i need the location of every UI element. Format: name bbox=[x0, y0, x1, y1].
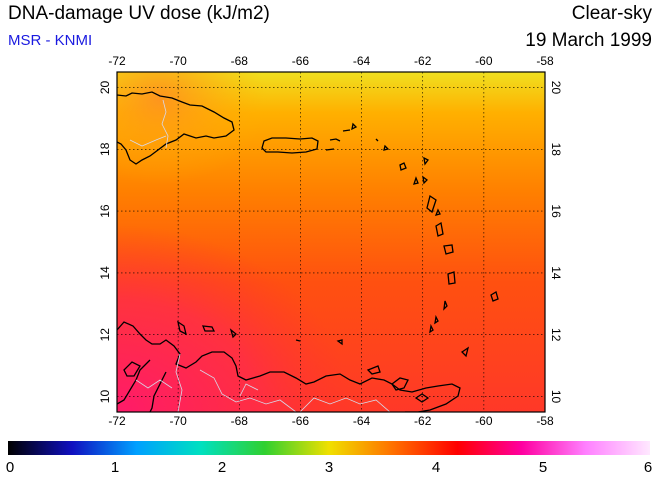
lon-tick-label: -66 bbox=[292, 414, 310, 428]
lat-tick-label: 18 bbox=[549, 143, 563, 157]
credit-label: MSR - KNMI bbox=[8, 32, 93, 49]
lon-tick-label: -66 bbox=[292, 54, 310, 68]
lon-tick-label: -64 bbox=[353, 414, 371, 428]
latitude-labels-right: 10 12 14 16 18 20 bbox=[549, 81, 563, 404]
colorbar-tick-label: 4 bbox=[431, 459, 441, 476]
lat-tick-label: 16 bbox=[549, 204, 563, 218]
lat-tick-label: 10 bbox=[549, 390, 563, 404]
uv-field bbox=[117, 72, 545, 412]
south-america-coast bbox=[117, 321, 461, 412]
lat-tick-label: 12 bbox=[549, 328, 563, 342]
map-title: DNA-damage UV dose (kJ/m2) bbox=[8, 3, 270, 24]
colorbar-tick-label: 5 bbox=[538, 459, 548, 476]
lat-tick-label: 20 bbox=[549, 81, 563, 95]
lon-tick-label: -64 bbox=[353, 54, 371, 68]
colorbar-tick-label: 0 bbox=[5, 459, 15, 476]
lat-tick-label: 20 bbox=[98, 80, 112, 94]
lat-tick-label: 10 bbox=[98, 390, 112, 404]
colorbar-tick-label: 2 bbox=[217, 459, 227, 476]
hispaniola-coast bbox=[117, 91, 235, 165]
sky-condition-label: Clear-sky bbox=[571, 3, 652, 24]
lat-tick-label: 12 bbox=[98, 328, 112, 342]
border-lines bbox=[129, 99, 391, 412]
colorbar-tick-label: 1 bbox=[110, 459, 120, 476]
lat-tick-label: 18 bbox=[98, 142, 112, 156]
lon-tick-label: -60 bbox=[475, 414, 493, 428]
lon-tick-label: -70 bbox=[169, 414, 187, 428]
colorbar-tick-label: 6 bbox=[643, 459, 653, 476]
longitude-labels-bottom: -72 -70 -68 -66 -64 -62 -60 -58 bbox=[108, 414, 554, 428]
lon-tick-label: -60 bbox=[475, 54, 493, 68]
coastlines bbox=[117, 91, 499, 412]
lon-tick-label: -62 bbox=[414, 54, 432, 68]
uv-colorbar bbox=[8, 441, 650, 455]
lon-tick-label: -70 bbox=[169, 54, 187, 68]
map-frame bbox=[116, 71, 546, 413]
lat-tick-label: 16 bbox=[98, 204, 112, 218]
graticule bbox=[117, 72, 545, 412]
lon-tick-label: -72 bbox=[108, 54, 126, 68]
lon-tick-label: -72 bbox=[108, 414, 126, 428]
lat-tick-label: 14 bbox=[98, 266, 112, 280]
colorbar-tick-label: 3 bbox=[324, 459, 334, 476]
longitude-labels-top: -72 -70 -68 -66 -64 -62 -60 -58 bbox=[108, 54, 554, 68]
date-label: 19 March 1999 bbox=[525, 30, 652, 51]
lon-tick-label: -68 bbox=[231, 414, 249, 428]
lon-tick-label: -68 bbox=[231, 54, 249, 68]
puerto-rico-coast bbox=[261, 137, 319, 154]
latitude-labels-left: 10 12 14 16 18 20 bbox=[98, 80, 112, 403]
lon-tick-label: -62 bbox=[414, 414, 432, 428]
lon-tick-label: -58 bbox=[536, 54, 554, 68]
lon-tick-label: -58 bbox=[536, 414, 554, 428]
lat-tick-label: 14 bbox=[549, 266, 563, 280]
